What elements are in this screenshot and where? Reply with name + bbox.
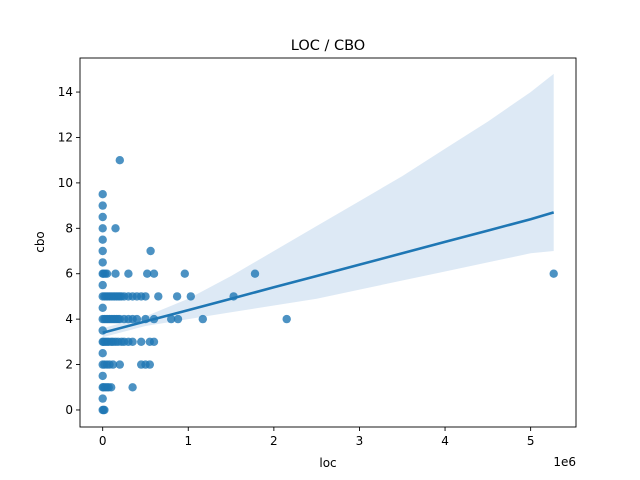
scatter-point <box>186 292 195 301</box>
scatter-point <box>98 371 107 381</box>
scatter-point <box>250 269 260 278</box>
scatter-point <box>282 314 291 324</box>
scatter-point <box>167 314 176 324</box>
x-offset-label: 1e6 <box>553 455 576 469</box>
scatter-point <box>98 235 107 244</box>
scatter-point <box>98 258 107 267</box>
x-tick-label: 2 <box>270 434 278 448</box>
y-tick-label: 6 <box>65 267 73 281</box>
scatter-point <box>98 349 107 358</box>
regression-line <box>102 211 555 335</box>
y-tick-label: 8 <box>65 221 73 235</box>
scatter-point <box>180 269 189 278</box>
scatter-point <box>107 383 116 392</box>
scatter-point <box>137 337 146 346</box>
scatter-point <box>98 224 107 233</box>
scatter-point <box>98 190 107 199</box>
y-axis-label: cbo <box>33 231 47 253</box>
y-tick-label: 12 <box>58 130 73 144</box>
scatter-point <box>115 156 125 165</box>
scatter-point <box>102 269 112 278</box>
scatter-point <box>98 326 107 335</box>
scatter-point <box>98 201 107 210</box>
scatter-point <box>128 337 137 346</box>
scatter-point <box>154 292 163 301</box>
scatter-point <box>98 280 107 290</box>
scatter-point <box>111 269 120 278</box>
y-tick-label: 2 <box>65 358 73 372</box>
x-tick-label: 4 <box>441 434 449 448</box>
scatter-point <box>141 292 150 301</box>
scatter-point <box>115 360 125 369</box>
plot-area <box>98 73 558 415</box>
x-tick-label: 0 <box>99 434 107 448</box>
axes-frame <box>79 57 577 428</box>
scatter-point <box>98 246 107 256</box>
y-tick-label: 14 <box>58 85 73 99</box>
scatter-point <box>132 314 142 324</box>
scatter-point <box>98 303 107 312</box>
scatter-point <box>149 337 159 346</box>
scatter-point <box>145 360 154 369</box>
scatter-point <box>98 394 107 403</box>
scatter-point <box>128 383 137 392</box>
y-axis: 0 2 4 6 8 10 12 14 <box>58 85 80 417</box>
scatter-point <box>172 292 182 301</box>
scatter-point <box>98 212 107 222</box>
x-axis: 0 1 2 3 4 5 <box>99 427 535 448</box>
x-tick-label: 1 <box>184 434 192 448</box>
x-axis-label: loc <box>319 456 336 470</box>
scatter-point <box>111 224 120 233</box>
scatter-point <box>100 405 109 415</box>
x-tick-label: 5 <box>527 434 535 448</box>
scatter-point <box>124 269 133 278</box>
scatter-point <box>108 360 118 369</box>
scatter-point <box>146 246 155 256</box>
scatter-point <box>149 269 159 278</box>
scatter-point <box>198 314 207 324</box>
y-tick-label: 0 <box>65 403 73 417</box>
scatter-point <box>549 269 558 278</box>
y-tick-label: 10 <box>58 176 73 190</box>
y-tick-label: 4 <box>65 312 73 326</box>
scatter-point <box>173 314 183 324</box>
scatter-point <box>143 269 152 278</box>
chart-title: LOC / CBO <box>291 38 365 54</box>
confidence-band <box>102 73 554 338</box>
x-tick-label: 3 <box>356 434 364 448</box>
